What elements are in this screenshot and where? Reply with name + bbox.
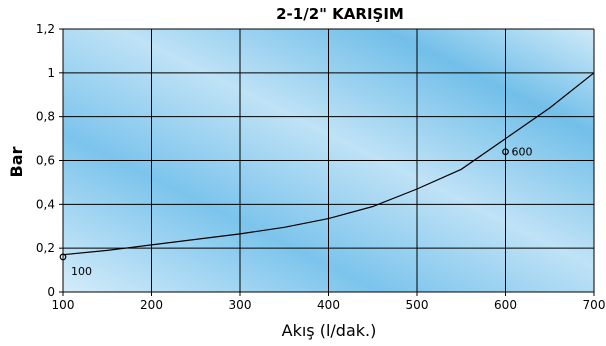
annotations: 100 600 [59,146,533,278]
y-tick-label: 0 [47,285,55,299]
x-axis-label: Akış (l/dak.) [282,321,377,340]
x-tick-label: 500 [406,298,429,312]
x-tick-label: 300 [229,298,252,312]
x-axis-ticks: 100 200 300 400 500 600 700 [52,292,606,312]
y-tick-label: 0,8 [36,110,55,124]
annotation-label: 100 [71,265,92,278]
annotation-marker [59,253,67,261]
series-line [62,72,595,256]
x-tick-label: 200 [140,298,163,312]
y-tick-label: 1,2 [36,22,55,36]
y-axis-label: Bar [7,146,26,177]
x-tick-label: 400 [317,298,340,312]
y-axis-ticks: 0 0,2 0,4 0,6 0,8 1 1,2 [36,22,63,299]
chart-title: 2-1/2" KARIŞIM [276,5,404,23]
x-tick-label: 100 [52,298,75,312]
y-tick-label: 0,6 [36,154,55,168]
annotation-marker [502,148,509,156]
x-tick-label: 700 [583,298,606,312]
y-tick-label: 1 [47,66,55,80]
x-tick-label: 600 [494,298,517,312]
y-tick-label: 0,4 [36,197,55,211]
y-tick-label: 0,2 [36,241,55,255]
annotation-label: 600 [512,146,533,159]
